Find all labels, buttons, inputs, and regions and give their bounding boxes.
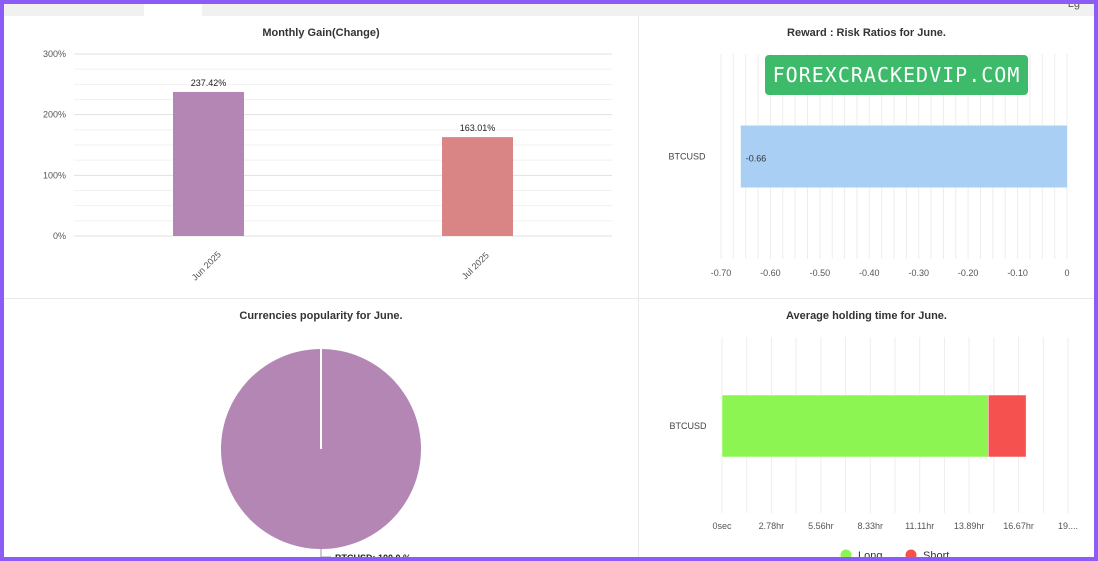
y-tick-label: 200% [43,110,66,120]
x-tick-label: 16.67hr [1003,521,1034,531]
x-tick-label: Jul 2025 [460,250,491,281]
bar-value-label: 163.01% [460,123,496,133]
x-tick-label: -0.20 [958,268,979,278]
horizontal-divider [4,298,1094,299]
x-tick-label: 0 [1064,268,1069,278]
x-tick-label: -0.10 [1007,268,1028,278]
bar-value-label: 237.42% [191,78,227,88]
x-tick-label: 19.... [1058,521,1078,531]
y-tick-label: 0% [53,231,66,241]
x-tick-label: -0.40 [859,268,880,278]
bar-segment [988,394,1027,458]
x-tick-label: 0sec [712,521,732,531]
x-tick-label: -0.50 [810,268,831,278]
y-tick-label: 100% [43,170,66,180]
holding-time-title: Average holding time for June. [786,310,947,322]
x-tick-label: -0.70 [711,268,732,278]
legend-label: Long [858,550,882,557]
legend-marker [905,549,917,557]
holding-time-chart: 0sec 2.78hr 5.56hr 8.33hr 11.11hr 13.89hr 16.6… [669,337,1078,557]
dashboard-frame: Lg Monthly Gain(Change) 0% 100% 200% 300% 23… [4,4,1094,557]
currencies-chart: BTCUSD: 100.0 % [221,349,421,557]
currencies-panel: Currencies popularity for June. BTCUSD: … [4,299,638,557]
legend-label: Short [923,550,949,557]
watermark-logo: FOREXCRACKEDVIP.COM [765,55,1028,95]
y-tick-label: BTCUSD [669,421,707,431]
y-tick-label: BTCUSD [668,152,706,162]
x-tick-label: 13.89hr [954,521,985,531]
pie-label-leader [320,549,331,557]
x-tick-label: 5.56hr [808,521,834,531]
holding-time-panel: Average holding time for June. 0sec 2.78h… [639,299,1094,557]
x-tick-label: Jun 2025 [190,249,223,282]
monthly-gain-title: Monthly Gain(Change) [262,27,380,39]
active-tab[interactable] [144,4,202,16]
top-corner-label: Lg [1067,4,1080,10]
legend-marker [840,549,852,557]
x-tick-label: -0.30 [908,268,929,278]
monthly-gain-panel: Monthly Gain(Change) 0% 100% 200% 300% 237.4… [4,16,638,298]
x-tick-label: 2.78hr [759,521,785,531]
monthly-gain-chart: 0% 100% 200% 300% 237.42% Jun 2025 163.01% Jul … [43,49,612,283]
bar-value-label: -0.66 [746,154,767,164]
x-tick-label: 8.33hr [858,521,884,531]
reward-risk-title: Reward : Risk Ratios for June. [787,27,946,39]
bar [740,125,1067,188]
bar-segment [721,394,989,458]
reward-risk-chart: -0.70 -0.60 -0.50 -0.40 -0.30 -0.20 -0.10 0 -0.6… [668,54,1070,278]
bar [173,91,244,236]
pie-slice-label: BTCUSD: 100.0 % [335,553,411,557]
currencies-title: Currencies popularity for June. [239,310,403,322]
x-tick-label: -0.60 [760,268,781,278]
x-tick-label: 11.11hr [905,521,934,531]
vertical-divider [638,16,639,557]
y-tick-label: 300% [43,49,66,59]
bar [442,137,513,236]
